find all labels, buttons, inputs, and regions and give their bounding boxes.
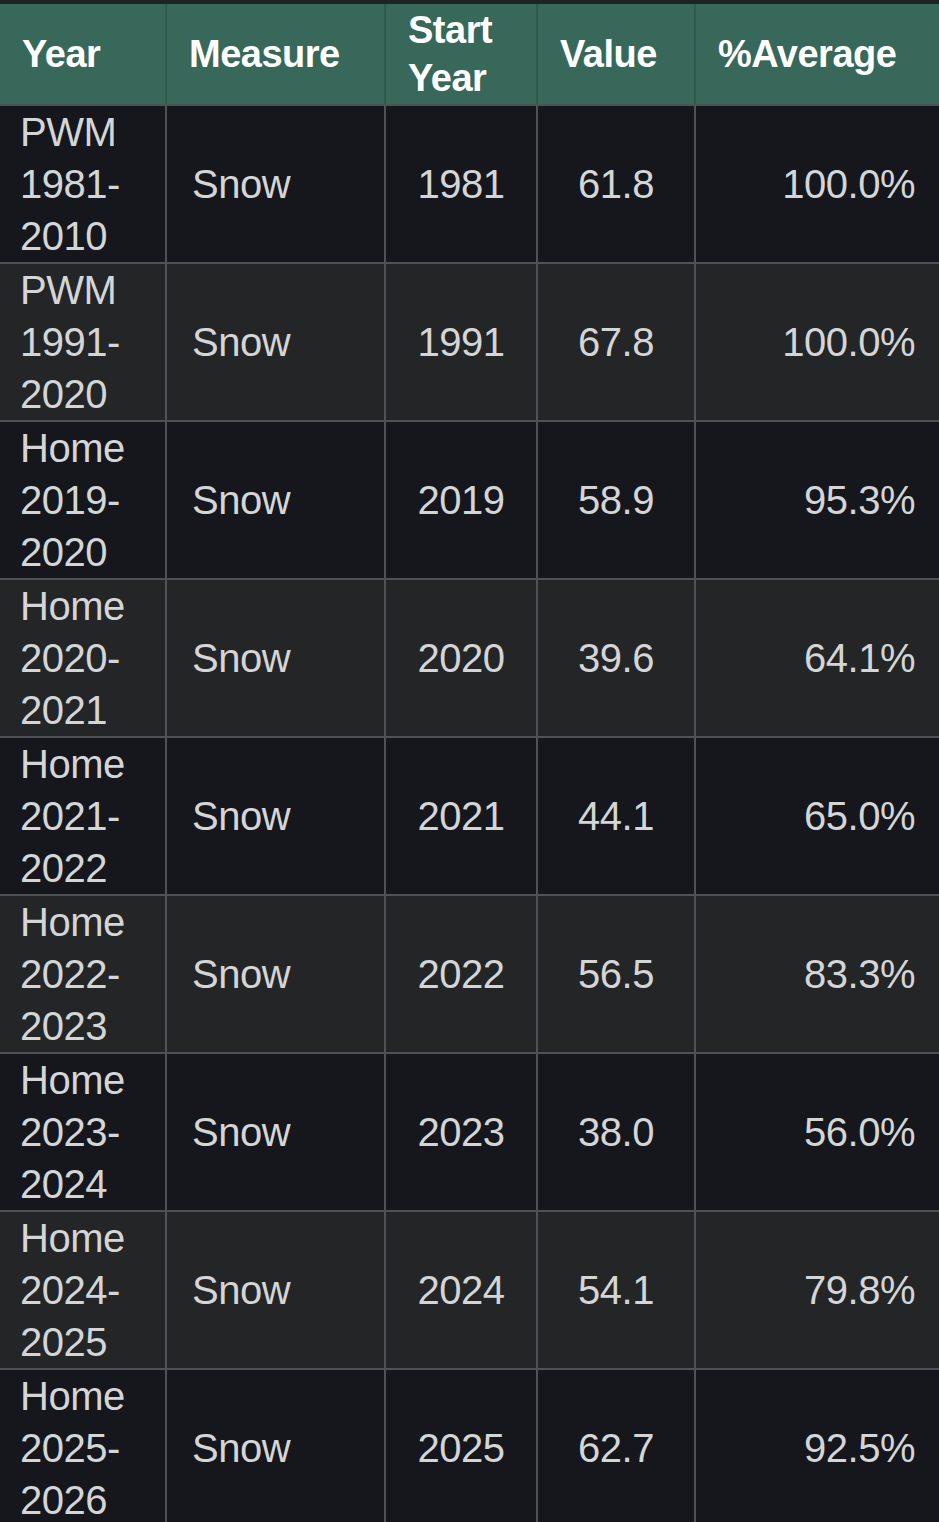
- cell-measure: Snow: [166, 105, 385, 263]
- table-row: Home 2025-2026 Snow 2025 62.7 92.5%: [0, 1369, 939, 1522]
- cell-pct-average: 79.8%: [695, 1211, 939, 1369]
- cell-value: 44.1: [537, 737, 695, 895]
- cell-value: 67.8: [537, 263, 695, 421]
- cell-start-year: 2025: [385, 1369, 537, 1522]
- table-row: Home 2020-2021 Snow 2020 39.6 64.1%: [0, 579, 939, 737]
- cell-value: 39.6: [537, 579, 695, 737]
- cell-start-year: 2019: [385, 421, 537, 579]
- cell-start-year: 2023: [385, 1053, 537, 1211]
- cell-year: Home 2024-2025: [0, 1211, 166, 1369]
- cell-value: 38.0: [537, 1053, 695, 1211]
- cell-pct-average: 56.0%: [695, 1053, 939, 1211]
- cell-measure: Snow: [166, 421, 385, 579]
- cell-start-year: 1991: [385, 263, 537, 421]
- table-row: Home 2022-2023 Snow 2022 56.5 83.3%: [0, 895, 939, 1053]
- cell-pct-average: 95.3%: [695, 421, 939, 579]
- snowfall-history-table: Year Measure Start Year Value %Average P…: [0, 0, 939, 1522]
- cell-pct-average: 64.1%: [695, 579, 939, 737]
- cell-pct-average: 65.0%: [695, 737, 939, 895]
- table-row: Home 2023-2024 Snow 2023 38.0 56.0%: [0, 1053, 939, 1211]
- col-header-pct-average: %Average: [695, 2, 939, 105]
- cell-year: Home 2021-2022: [0, 737, 166, 895]
- table-row: Home 2021-2022 Snow 2021 44.1 65.0%: [0, 737, 939, 895]
- cell-measure: Snow: [166, 1369, 385, 1522]
- cell-value: 54.1: [537, 1211, 695, 1369]
- cell-start-year: 1981: [385, 105, 537, 263]
- cell-year: Home 2025-2026: [0, 1369, 166, 1522]
- cell-pct-average: 83.3%: [695, 895, 939, 1053]
- cell-pct-average: 100.0%: [695, 263, 939, 421]
- table-row: Home 2024-2025 Snow 2024 54.1 79.8%: [0, 1211, 939, 1369]
- cell-measure: Snow: [166, 1211, 385, 1369]
- cell-start-year: 2021: [385, 737, 537, 895]
- col-header-value: Value: [537, 2, 695, 105]
- table-row: PWM 1981-2010 Snow 1981 61.8 100.0%: [0, 105, 939, 263]
- cell-measure: Snow: [166, 1053, 385, 1211]
- cell-pct-average: 100.0%: [695, 105, 939, 263]
- table-row: PWM 1991-2020 Snow 1991 67.8 100.0%: [0, 263, 939, 421]
- cell-measure: Snow: [166, 895, 385, 1053]
- cell-start-year: 2024: [385, 1211, 537, 1369]
- col-header-measure: Measure: [166, 2, 385, 105]
- cell-year: PWM 1991-2020: [0, 263, 166, 421]
- cell-start-year: 2020: [385, 579, 537, 737]
- cell-year: Home 2019-2020: [0, 421, 166, 579]
- col-header-start-year: Start Year: [385, 2, 537, 105]
- cell-pct-average: 92.5%: [695, 1369, 939, 1522]
- cell-measure: Snow: [166, 263, 385, 421]
- cell-value: 58.9: [537, 421, 695, 579]
- cell-year: Home 2020-2021: [0, 579, 166, 737]
- cell-measure: Snow: [166, 737, 385, 895]
- col-header-year: Year: [0, 2, 166, 105]
- cell-measure: Snow: [166, 579, 385, 737]
- table-row: Home 2019-2020 Snow 2019 58.9 95.3%: [0, 421, 939, 579]
- cell-year: PWM 1981-2010: [0, 105, 166, 263]
- cell-value: 62.7: [537, 1369, 695, 1522]
- header-row: Year Measure Start Year Value %Average: [0, 2, 939, 105]
- cell-year: Home 2023-2024: [0, 1053, 166, 1211]
- cell-value: 56.5: [537, 895, 695, 1053]
- cell-year: Home 2022-2023: [0, 895, 166, 1053]
- cell-value: 61.8: [537, 105, 695, 263]
- cell-start-year: 2022: [385, 895, 537, 1053]
